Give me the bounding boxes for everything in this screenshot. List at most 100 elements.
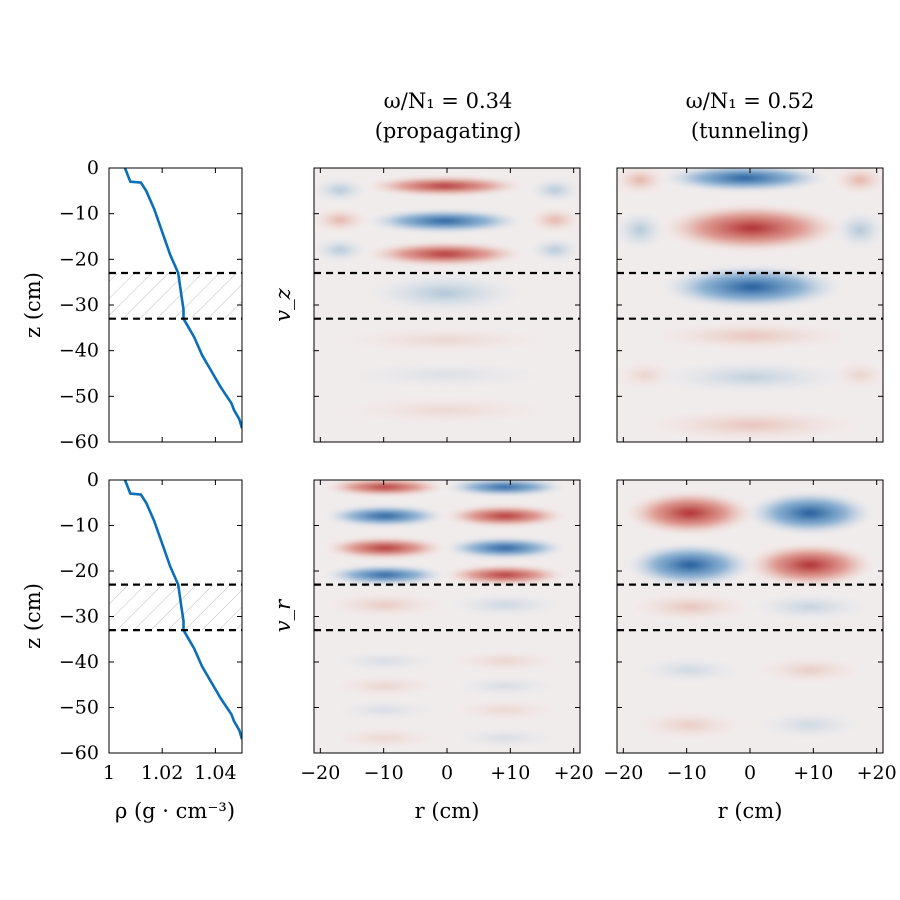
blob-c14 — [450, 676, 560, 696]
blob-a11 — [335, 328, 555, 352]
interface-lines-top — [109, 271, 242, 320]
blob-d2 — [625, 543, 755, 587]
panel-c-xlabel: r (cm) — [415, 799, 480, 823]
blob-d1 — [625, 491, 755, 535]
blob-c8 — [443, 565, 567, 585]
ytick-label-top-0: 0 — [87, 157, 99, 179]
blob-d7 — [635, 657, 745, 683]
hatched-layer-bottom — [109, 584, 242, 631]
blob-a2 — [365, 209, 525, 233]
panel-c-field — [323, 480, 567, 748]
field-panel-vr-tunneling: −20 −10 0 +10 +20 r (cm) — [603, 479, 897, 823]
blob-a5 — [314, 178, 368, 202]
blob-a10 — [529, 238, 580, 262]
column-title-tunneling: ω/N₁ = 0.52 — [686, 89, 815, 113]
blob-d10 — [755, 711, 865, 739]
column-subtitle-propagating: (propagating) — [375, 119, 522, 143]
blob-b3 — [660, 265, 844, 309]
blob-b9 — [652, 360, 852, 394]
blob-c10 — [445, 593, 565, 617]
blob-c6 — [443, 505, 567, 527]
blob-a6 — [314, 208, 368, 232]
blob-b1 — [660, 168, 830, 192]
column-title-propagating: ω/N₁ = 0.34 — [384, 89, 513, 113]
ytick-label-top-6: −60 — [59, 431, 99, 453]
row-label-vr: v_r — [271, 598, 295, 632]
blob-d4 — [745, 543, 875, 587]
panel-d-ticks: −20 −10 0 +10 +20 — [603, 479, 897, 784]
ytick-label-bottom-6: −60 — [59, 742, 99, 764]
interface-lines-b — [617, 271, 883, 320]
field-panel-vz-tunneling — [616, 167, 884, 443]
field-xtick-label-d-1: −10 — [667, 762, 707, 784]
blob-c2 — [323, 505, 447, 527]
ytick-label-bottom-1: −10 — [59, 515, 99, 537]
blob-c18 — [450, 728, 560, 748]
panel-c-ticks: −20 −10 0 +10 +20 — [300, 479, 594, 784]
blob-b2 — [660, 204, 844, 252]
blob-b4 — [617, 168, 666, 194]
blob-c5 — [443, 480, 567, 496]
field-xtick-label-d-2: 0 — [744, 762, 756, 784]
ytick-label-top-1: −10 — [59, 203, 99, 225]
blob-c15 — [330, 700, 440, 720]
profile-bottom-ylabel: z (cm) — [21, 583, 45, 649]
blob-c9 — [325, 593, 445, 617]
interface-lines-d — [617, 583, 883, 632]
field-xtick-label-c-3: +10 — [490, 762, 530, 784]
blob-a4 — [365, 273, 525, 313]
blob-c3 — [323, 537, 447, 559]
blob-c16 — [450, 700, 560, 720]
blob-c7 — [443, 537, 567, 559]
xtick-label-bottom-0: 1 — [103, 762, 115, 784]
column-subtitle-tunneling: (tunneling) — [691, 119, 809, 143]
field-xtick-label-c-0: −20 — [300, 762, 340, 784]
blob-a13 — [335, 396, 555, 424]
blob-c17 — [330, 728, 440, 748]
interface-lines-a — [314, 271, 580, 320]
blob-b6 — [834, 168, 883, 194]
panel-a-ticks — [314, 167, 580, 443]
ytick-label-top-4: −40 — [59, 340, 99, 362]
field-xtick-label-d-3: +10 — [793, 762, 833, 784]
blob-a1 — [365, 176, 525, 196]
blob-d8 — [755, 657, 865, 683]
blob-a12 — [335, 361, 555, 389]
blob-d6 — [748, 593, 872, 621]
ytick-label-top-3: −30 — [59, 294, 99, 316]
ytick-label-bottom-2: −20 — [59, 560, 99, 582]
field-panel-vz-propagating — [313, 167, 581, 443]
density-profile-bottom: 0 −10 −20 −30 −40 −50 −601 1.02 1.04 z (cm) ρ (g… — [21, 469, 243, 823]
field-panel-vr-propagating: −20 −10 0 +10 +20 r (cm) — [300, 479, 594, 823]
hatched-layer-top — [109, 273, 242, 319]
ytick-label-top-2: −20 — [59, 248, 99, 270]
panel-a-field — [314, 176, 580, 424]
blob-c4 — [323, 565, 447, 585]
panel-d-xlabel: r (cm) — [718, 799, 783, 823]
blob-d9 — [635, 711, 745, 739]
field-xtick-label-c-4: +20 — [554, 762, 594, 784]
ytick-label-bottom-4: −40 — [59, 651, 99, 673]
density-curve-bottom — [123, 480, 242, 740]
blob-d3 — [745, 491, 875, 535]
profile-top-ticks: 0 −10 −20 −30 −40 −50 −60 — [59, 157, 242, 453]
profile-top-ylabel: z (cm) — [21, 272, 45, 338]
field-xtick-label-d-0: −20 — [603, 762, 643, 784]
field-xtick-label-c-2: 0 — [441, 762, 453, 784]
blob-a3 — [365, 242, 525, 266]
ytick-label-bottom-5: −50 — [59, 697, 99, 719]
blob-a9 — [529, 208, 580, 232]
blob-d5 — [628, 593, 752, 621]
blob-a7 — [314, 238, 368, 262]
field-xtick-label-d-4: +20 — [857, 762, 897, 784]
blob-b8 — [652, 322, 852, 350]
field-xtick-label-c-1: −10 — [364, 762, 404, 784]
blob-a8 — [529, 178, 580, 202]
blob-b12 — [832, 361, 883, 389]
density-profile-top: 0 −10 −20 −30 −40 −50 −60 z (cm) — [21, 157, 243, 453]
blob-b5 — [617, 210, 666, 250]
blob-c11 — [330, 651, 440, 671]
panel-b-ticks — [617, 167, 883, 443]
panel-b-field — [617, 168, 883, 441]
interface-lines-c — [314, 583, 580, 632]
